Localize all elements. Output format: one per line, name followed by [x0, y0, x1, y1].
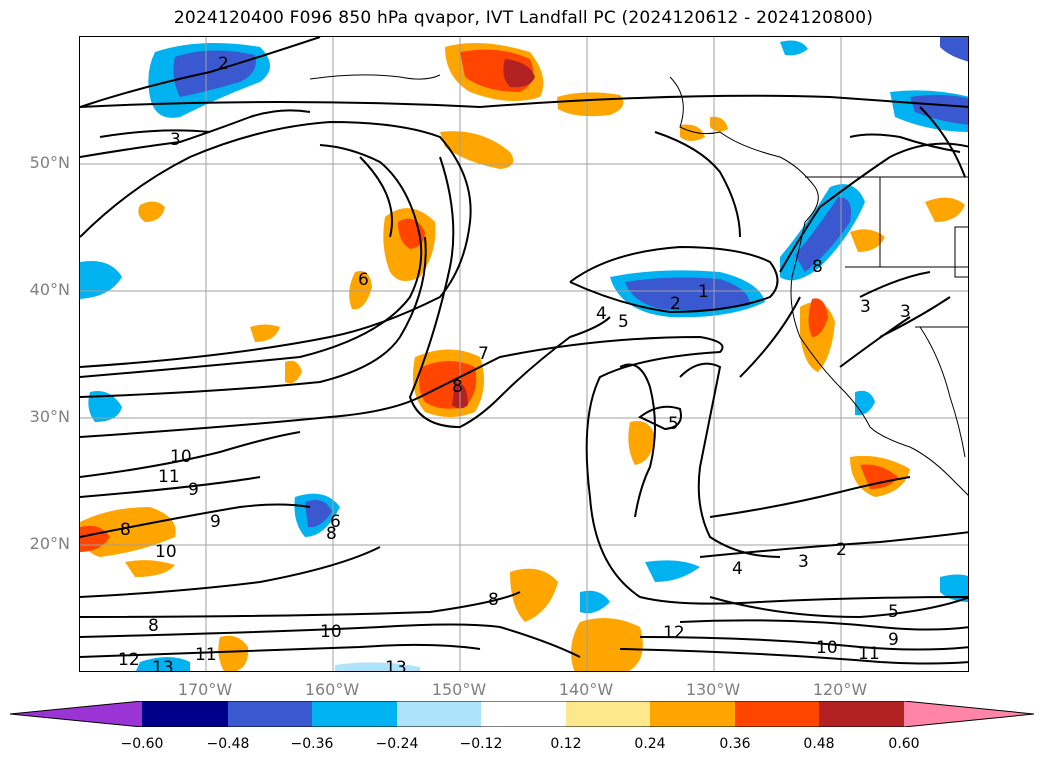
contour-label: 11 [195, 645, 217, 665]
contour-label: 10 [155, 542, 177, 562]
map-title: 2024120400 F096 850 hPa qvapor, IVT Land… [173, 8, 874, 28]
map-canvas: 2 3 6 8 7 5 4 1 2 3 5 3 8 10 11 9 8 9 10… [80, 37, 968, 672]
contour-label: 9 [188, 480, 199, 500]
contour-label: 4 [732, 559, 743, 579]
colorbar [10, 701, 1035, 727]
contour-label: 8 [452, 377, 463, 397]
contour-label: 1 [698, 282, 709, 302]
contour-label: 4 [596, 304, 607, 324]
contour-label: 3 [860, 297, 871, 317]
contour-label-group: 2 3 6 8 7 5 4 1 2 3 5 3 8 10 11 9 8 9 10… [118, 54, 911, 672]
colorbar-bin [228, 701, 312, 727]
contour-label: 3 [798, 552, 809, 572]
colorbar-bin [566, 701, 650, 727]
lat-label-50n: 50°N [29, 153, 70, 172]
colorbar-tick: 0.48 [803, 736, 835, 752]
colorbar-bin [735, 701, 819, 727]
colorbar-under-arrow [10, 701, 142, 727]
positive-anomaly-shading [80, 43, 965, 671]
contour-label: 3 [900, 302, 911, 322]
colorbar-tick: −0.12 [459, 736, 503, 752]
lon-label-140w: 140°W [558, 680, 614, 699]
contour-label: 5 [668, 414, 679, 434]
contour-label: 10 [816, 638, 838, 658]
lon-label-150w: 150°W [431, 680, 487, 699]
contour-label: 8 [326, 524, 337, 544]
colorbar-tick: 0.36 [719, 736, 751, 752]
colorbar-tick: −0.48 [206, 736, 250, 752]
contour-label: 9 [210, 512, 221, 532]
contour-label: 12 [118, 650, 140, 670]
colorbar-outline [10, 701, 1035, 727]
lat-label-40n: 40°N [29, 280, 70, 299]
contour-label: 5 [618, 312, 629, 332]
colorbar-tick: 0.60 [888, 736, 920, 752]
colorbar-bin [650, 701, 735, 727]
colorbar-bin [481, 701, 566, 727]
contour-label: 2 [836, 540, 847, 560]
contour-label: 6 [358, 270, 369, 290]
lon-label-160w: 160°W [304, 680, 360, 699]
colorbar-bin [819, 701, 904, 727]
lon-label-120w: 120°W [812, 680, 868, 699]
contour-label: 8 [120, 520, 131, 540]
contour-label: 8 [812, 257, 823, 277]
colorbar-over-arrow [904, 701, 1034, 727]
contour-label: 8 [488, 590, 499, 610]
negative-anomaly-shading [80, 37, 968, 671]
lon-label-170w: 170°W [177, 680, 233, 699]
colorbar-bin [397, 701, 481, 727]
contour-label: 3 [170, 130, 181, 150]
contour-label: 5 [888, 602, 899, 622]
colorbar-bin [142, 701, 228, 727]
contour-label: 2 [670, 294, 681, 314]
contour-label: 12 [663, 623, 685, 643]
map-panel: 2 3 6 8 7 5 4 1 2 3 5 3 8 10 11 9 8 9 10… [79, 36, 969, 672]
contour-label: 9 [888, 630, 899, 650]
colorbar-tick: −0.36 [290, 736, 334, 752]
contour-label: 2 [218, 54, 229, 74]
lat-label-20n: 20°N [29, 534, 70, 553]
contour-label: 11 [158, 467, 180, 487]
gridlines [80, 37, 968, 671]
contour-lines [80, 37, 968, 665]
contour-label: 10 [320, 622, 342, 642]
lat-label-30n: 30°N [29, 407, 70, 426]
colorbar-tick: −0.24 [375, 736, 419, 752]
contour-label: 13 [385, 658, 407, 672]
contour-label: 11 [858, 644, 880, 664]
lon-label-130w: 130°W [685, 680, 741, 699]
colorbar-tick: −0.60 [120, 736, 164, 752]
colorbar-bin [312, 701, 397, 727]
contour-label: 7 [478, 344, 489, 364]
colorbar-tick: 0.12 [550, 736, 582, 752]
coastline-lines [309, 74, 968, 496]
contour-label: 13 [152, 658, 174, 672]
contour-label: 8 [148, 616, 159, 636]
contour-label: 10 [170, 447, 192, 467]
contour-label: 6 [330, 512, 341, 532]
colorbar-tick: 0.24 [634, 736, 666, 752]
